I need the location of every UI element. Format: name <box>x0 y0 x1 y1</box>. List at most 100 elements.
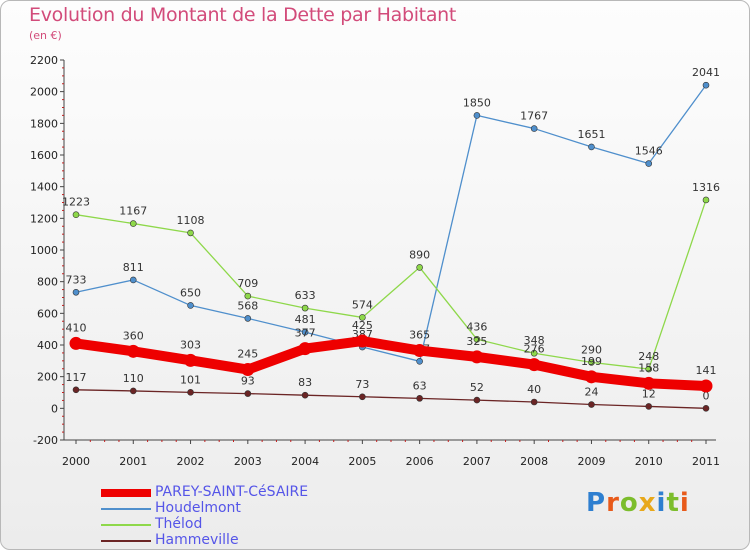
legend-label: PAREY-SAINT-CéSAIRE <box>155 484 309 500</box>
data-label: 365 <box>409 329 430 342</box>
series-line <box>71 336 711 392</box>
data-point <box>187 302 194 309</box>
data-point <box>301 304 309 312</box>
data-label: 574 <box>352 298 373 311</box>
logo-letter: x <box>638 488 657 518</box>
data-label: 1316 <box>692 181 720 194</box>
logo-letter: P <box>586 488 607 518</box>
data-label: 63 <box>413 379 427 392</box>
data-label: 248 <box>638 350 659 363</box>
logo-letter: o <box>619 488 639 518</box>
data-point <box>530 125 538 132</box>
x-tick-label: 2006 <box>406 455 434 468</box>
data-point <box>129 276 137 284</box>
data-label: 24 <box>584 386 598 399</box>
data-point <box>702 81 710 89</box>
data-point <box>588 143 595 151</box>
data-label: 1223 <box>62 196 90 209</box>
data-point <box>416 358 423 365</box>
data-label: 436 <box>466 320 487 333</box>
data-point <box>645 160 653 167</box>
legend-label: Hammeville <box>155 532 239 548</box>
data-label: 141 <box>696 364 717 377</box>
data-label: 158 <box>638 361 659 374</box>
data-point <box>187 229 194 237</box>
logo-letter: t <box>666 488 680 518</box>
data-label: 1850 <box>463 96 491 109</box>
logo-letter: r <box>606 488 620 518</box>
data-label: 377 <box>295 327 316 340</box>
data-point <box>588 401 595 408</box>
data-label: 348 <box>524 334 545 347</box>
data-point <box>645 403 653 410</box>
data-point <box>126 344 140 358</box>
y-tick-label: 400 <box>37 339 58 352</box>
y-tick-label: 800 <box>37 276 58 289</box>
data-point <box>642 376 656 390</box>
data-label: 1546 <box>635 145 663 158</box>
data-point <box>584 370 598 384</box>
data-point <box>416 264 423 271</box>
data-label: 425 <box>352 319 373 332</box>
data-label: 117 <box>66 371 87 384</box>
data-point <box>72 386 80 394</box>
x-tick-label: 2002 <box>177 455 205 468</box>
legend-label: Thélod <box>155 516 203 532</box>
data-label: 709 <box>237 277 258 290</box>
x-tick-label: 2011 <box>692 455 720 468</box>
x-tick-label: 2004 <box>291 455 319 468</box>
data-label: 633 <box>295 289 316 302</box>
data-point <box>244 390 252 397</box>
data-label: 360 <box>123 329 144 342</box>
y-tick-label: 1000 <box>30 244 58 257</box>
y-tick-label: 1600 <box>30 149 58 162</box>
data-point <box>645 365 653 373</box>
data-point <box>301 391 309 399</box>
data-label: 12 <box>642 387 656 400</box>
data-label: 568 <box>237 299 258 312</box>
proxiti-logo: Proxiti <box>586 488 690 518</box>
data-label: 410 <box>66 321 87 334</box>
data-label: 110 <box>123 372 144 385</box>
data-point <box>244 292 252 300</box>
y-tick-label: 2000 <box>30 86 58 99</box>
data-label: 1651 <box>577 128 605 141</box>
data-point <box>470 350 484 364</box>
data-label: 890 <box>409 248 430 261</box>
data-point <box>588 359 595 366</box>
data-label: 199 <box>581 355 602 368</box>
y-tick-label: 600 <box>37 307 58 320</box>
data-label: 52 <box>470 381 484 394</box>
data-label: 2041 <box>692 66 720 79</box>
data-point <box>355 334 369 348</box>
y-tick-label: 1400 <box>30 181 58 194</box>
data-point <box>702 405 710 412</box>
data-point <box>72 288 80 296</box>
y-tick-label: 1800 <box>30 117 58 130</box>
y-tick-label: 0 <box>51 402 58 415</box>
data-point <box>473 335 481 343</box>
data-point <box>473 396 481 404</box>
chart-subtitle: (en €) <box>29 29 62 42</box>
data-label: 290 <box>581 343 602 356</box>
data-point <box>699 379 713 393</box>
logo-letter: i <box>656 488 667 518</box>
data-label: 245 <box>237 348 258 361</box>
series-line <box>75 84 707 362</box>
data-label: 276 <box>524 343 545 356</box>
data-point <box>301 328 309 336</box>
y-tick-label: 2200 <box>30 54 58 67</box>
data-label: 0 <box>703 389 710 402</box>
data-label: 481 <box>295 313 316 326</box>
x-tick-label: 2003 <box>234 455 262 468</box>
data-point <box>241 363 255 377</box>
x-tick-label: 2007 <box>463 455 491 468</box>
data-label: 1167 <box>119 205 147 218</box>
x-tick-label: 2000 <box>62 455 90 468</box>
legend-swatch <box>101 489 151 497</box>
x-tick-label: 2008 <box>520 455 548 468</box>
series-line <box>75 389 707 409</box>
data-point <box>72 211 80 218</box>
data-point <box>298 342 312 356</box>
